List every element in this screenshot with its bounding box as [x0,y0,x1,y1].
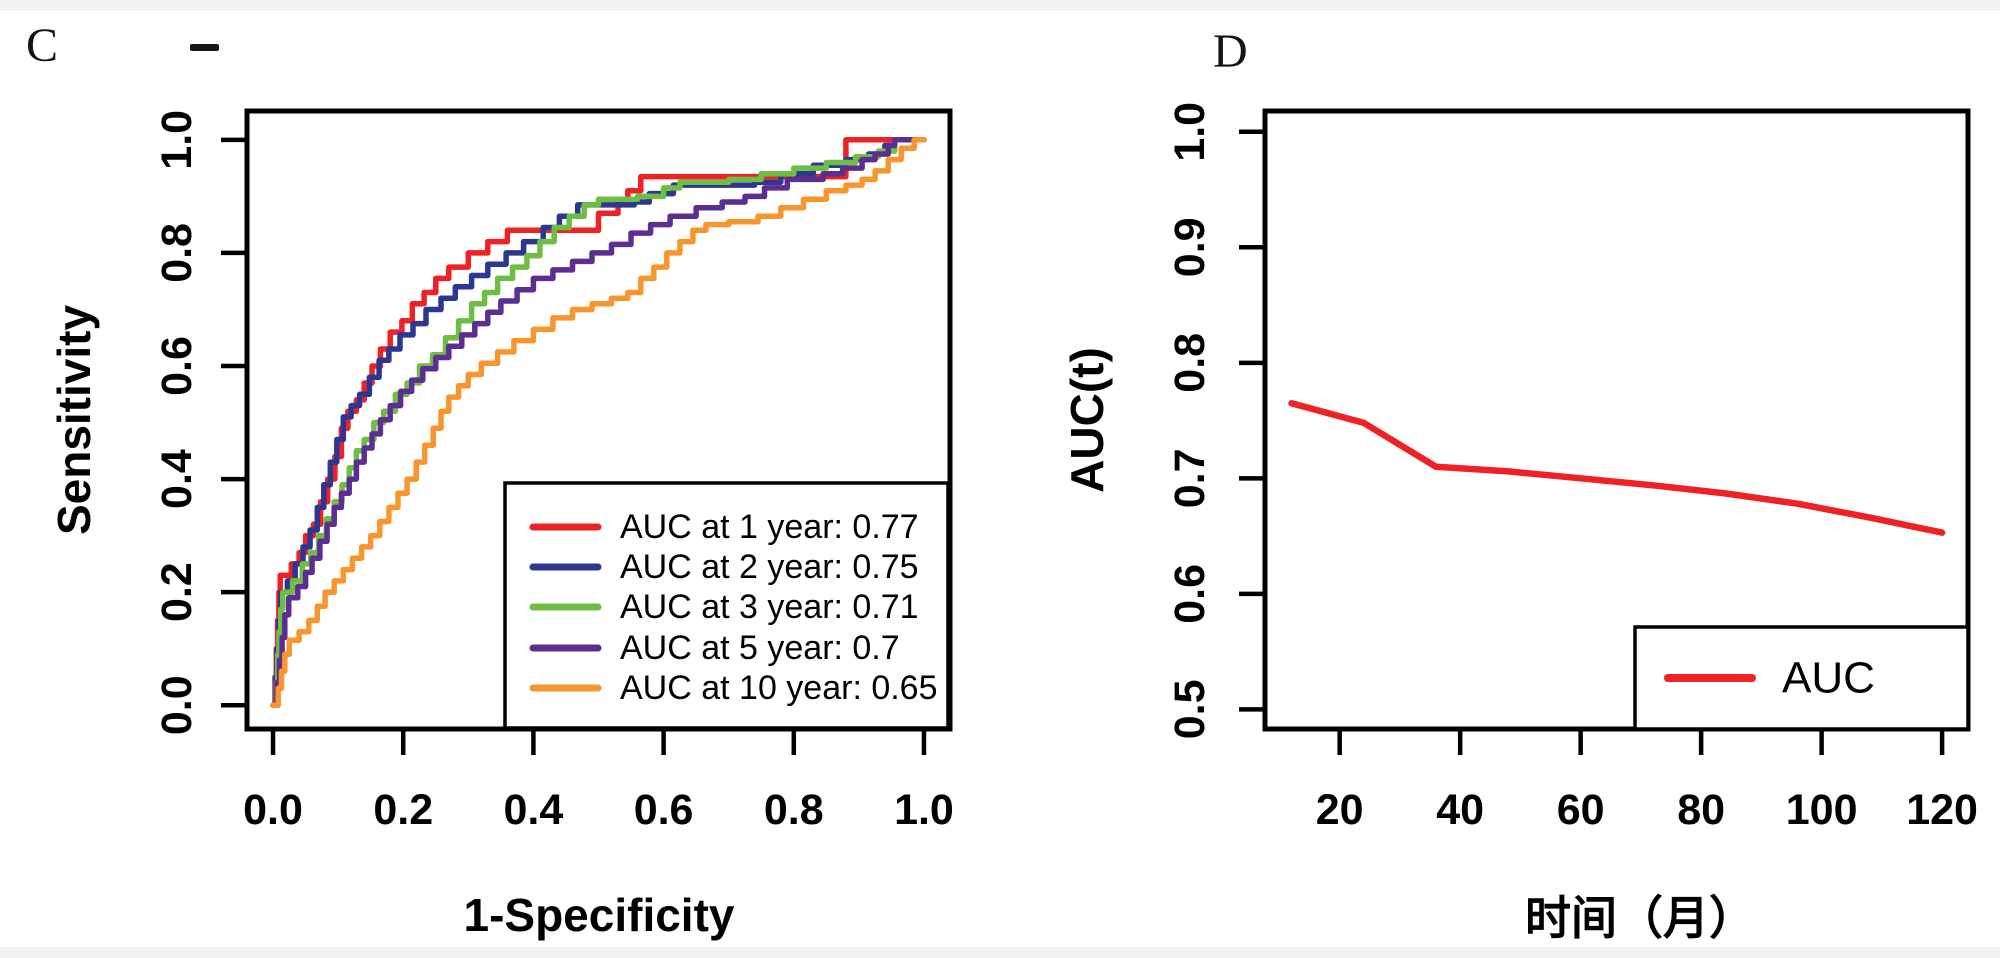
c-x-tick-label: 0.4 [504,786,564,834]
d-x-tick-label: 100 [1786,786,1858,834]
d-y-axis-title: AUC(t) [1061,347,1113,493]
panel-label-d: D [1213,25,1248,78]
legend-label-auc-5-year: AUC at 5 year: 0.7 [620,629,900,667]
legend-label-auc-1-year: AUC at 1 year: 0.77 [620,508,919,546]
d-y-tick-label: 0.8 [1166,333,1214,393]
curve-auc-5-year [270,137,927,709]
d-legend: AUC [1633,625,1970,731]
d-x-axis-title: 时间（月） [1525,892,1755,944]
c-y-tick-label: 0.4 [153,449,201,509]
panel-c: 0.0 0.2 0.4 0.6 0.8 1.0 0.0 0.2 0.4 0.6 0.8 1.0 AUC … [153,108,954,834]
c-y-axis-title: Sensitivity [48,304,100,536]
curve-auc-10-year [270,137,927,709]
d-x-tick-label: 80 [1677,786,1725,834]
d-y-tick-label: 0.5 [1166,679,1214,739]
c-y-tick-label: 0.2 [153,562,201,622]
legend-label-auc-3-year: AUC at 3 year: 0.71 [620,588,919,626]
c-x-tick-label: 0.0 [243,786,303,834]
c-x-tick-label: 0.8 [764,786,824,834]
c-y-tick-label: 0.0 [153,675,201,735]
c-x-axis-title: 1-Specificity [463,889,735,941]
d-y-tick-label: 0.6 [1166,564,1214,624]
c-x-tick-label: 1.0 [894,786,954,834]
panel-label-c: C [26,19,59,72]
panel-d: 20 40 60 80 100 120 0.5 0.6 0.7 0.8 0.9 1.0 AUC [1166,102,1978,834]
c-y-tick-label: 1.0 [153,110,201,170]
d-x-tick-label: 120 [1906,786,1978,834]
curve-auc-2-year [270,137,927,709]
curve-auc-3-year [270,137,927,709]
d-x-tick-label: 40 [1436,786,1484,834]
d-x-tick-label: 20 [1316,786,1364,834]
c-x-tick-label: 0.6 [634,786,694,834]
c-y-tick-label: 0.8 [153,223,201,283]
d-y-tick-label: 0.7 [1166,448,1214,508]
d-y-tick-label: 0.9 [1166,217,1214,277]
top-edge-strip [0,0,2000,11]
legend-label-auc-t: AUC [1782,654,1875,703]
legend-label-auc-10-year: AUC at 10 year: 0.65 [620,669,938,707]
c-x-tick-label: 0.2 [373,786,433,834]
d-y-tick-label: 1.0 [1166,102,1214,162]
c-y-tick-label: 0.6 [153,336,201,396]
curve-auc-1-year [270,137,927,709]
bottom-edge-strip [0,947,2000,958]
d-x-tick-label: 60 [1557,786,1605,834]
legend-label-auc-2-year: AUC at 2 year: 0.75 [620,548,919,586]
d-legend-box [1633,625,1970,731]
curve-auc-t [1288,400,1946,536]
stray-dash-mark [190,44,219,51]
d-plot-box [1262,108,1971,732]
